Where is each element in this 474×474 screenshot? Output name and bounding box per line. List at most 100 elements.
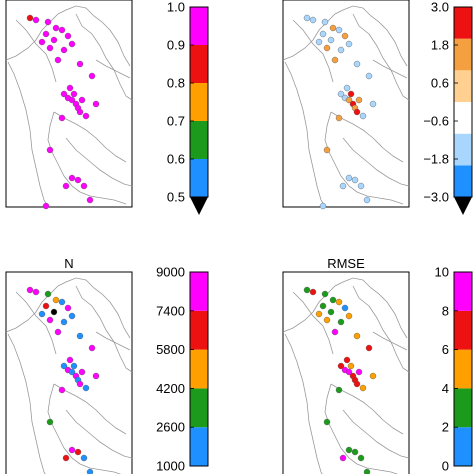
colorbar-tick-label: 6	[442, 342, 449, 357]
station-marker	[86, 196, 94, 204]
station-marker	[92, 372, 100, 380]
colorbar-segment	[190, 159, 208, 197]
station-marker	[32, 288, 40, 296]
station-marker	[327, 308, 335, 316]
station-marker	[46, 418, 54, 426]
colorbar-segment	[454, 272, 472, 311]
station-marker	[64, 32, 72, 40]
colorbar-segment	[190, 121, 208, 159]
colorbar-outline	[453, 271, 473, 467]
colorbar-segment	[454, 165, 472, 197]
station-marker	[353, 380, 361, 388]
station-marker	[44, 290, 52, 298]
station-marker	[76, 60, 84, 68]
station-marker	[345, 368, 353, 376]
colorbar-tick-label: 4200	[156, 381, 185, 396]
colorbar-tick-label: 0.6	[167, 152, 185, 167]
station-marker	[331, 56, 339, 64]
colorbar-segment	[454, 427, 472, 466]
station-marker	[58, 386, 66, 394]
colorbar-tick-label: 3.0	[431, 0, 449, 15]
station-marker	[351, 176, 359, 184]
colorbar-segment	[454, 133, 472, 166]
station-marker	[26, 14, 34, 22]
colorbar-tick-label: 2600	[156, 420, 185, 435]
station-marker	[80, 182, 88, 190]
station-marker	[331, 328, 339, 336]
station-marker	[337, 46, 345, 54]
station-marker	[76, 332, 84, 340]
station-marker	[46, 316, 54, 324]
colorbar-tick-label: 0	[442, 459, 449, 474]
map-frame-top-right	[282, 0, 410, 210]
station-marker	[86, 468, 94, 474]
station-marker	[46, 146, 54, 154]
colorbar-tick-label: 1.8	[431, 38, 449, 53]
station-marker	[70, 90, 78, 98]
station-marker	[64, 304, 72, 312]
station-marker	[353, 108, 361, 116]
colorbar-tick-label: 0.5	[167, 190, 185, 205]
station-marker	[74, 448, 82, 456]
colorbar-tick-label: 7400	[156, 303, 185, 318]
station-marker	[353, 332, 361, 340]
colorbar-segment	[454, 388, 472, 428]
station-marker	[321, 290, 329, 298]
station-marker	[365, 72, 373, 80]
station-marker	[341, 32, 349, 40]
station-marker	[343, 84, 351, 92]
map-coastline	[5, 5, 133, 208]
station-marker	[62, 454, 70, 462]
colorbar-tick-label: 0.7	[167, 114, 185, 129]
colorbar-segment	[190, 349, 208, 389]
station-marker	[66, 84, 74, 92]
station-marker	[92, 100, 100, 108]
station-marker	[329, 296, 337, 304]
station-marker	[44, 18, 52, 26]
colorbar-outline	[189, 271, 209, 467]
station-marker	[54, 328, 62, 336]
station-marker	[76, 380, 84, 388]
station-marker	[58, 298, 66, 306]
colorbar-tick-label: 5800	[156, 342, 185, 357]
panel-bottom-left: N 1000 2600 4200 5800 7400 9000	[5, 256, 209, 474]
colorbar-segment	[190, 272, 208, 311]
colorbar-tick-label: 0.8	[167, 76, 185, 91]
colorbar-tick-label: 10	[435, 265, 449, 280]
station-marker	[309, 16, 317, 24]
station-marker	[68, 40, 76, 48]
station-marker	[345, 312, 353, 320]
colorbar-tick-label: 8	[442, 303, 449, 318]
colorbar-tick-label: 1.0	[167, 0, 185, 15]
station-marker	[50, 308, 58, 316]
panel-top-left: 0.5 0.6 0.7 0.8 0.9 1.0	[5, 0, 209, 215]
station-marker	[58, 114, 66, 122]
colorbar-extend-triangle	[190, 197, 208, 215]
station-marker	[68, 446, 76, 454]
station-marker	[319, 302, 327, 310]
station-marker	[335, 386, 343, 394]
station-marker	[369, 372, 377, 380]
station-marker	[327, 36, 335, 44]
station-marker	[26, 286, 34, 294]
station-marker	[337, 90, 345, 98]
station-marker	[345, 174, 353, 182]
station-marker	[52, 296, 60, 304]
station-marker	[363, 196, 371, 204]
station-marker	[319, 30, 327, 38]
station-marker	[369, 100, 377, 108]
station-marker	[365, 344, 373, 352]
station-marker	[355, 96, 363, 104]
station-marker	[54, 56, 62, 64]
panel-title-rmse: RMSE	[327, 256, 365, 271]
colorbar-tick-label: 4	[442, 381, 449, 396]
station-marker	[88, 344, 96, 352]
colorbar-segment	[190, 83, 208, 121]
station-marker	[32, 16, 40, 24]
station-marker	[60, 318, 68, 326]
colorbar-tick-label: 0.9	[167, 38, 185, 53]
station-marker	[347, 362, 355, 370]
station-marker	[60, 46, 68, 54]
colorbar-tick-label: 9000	[156, 265, 185, 280]
